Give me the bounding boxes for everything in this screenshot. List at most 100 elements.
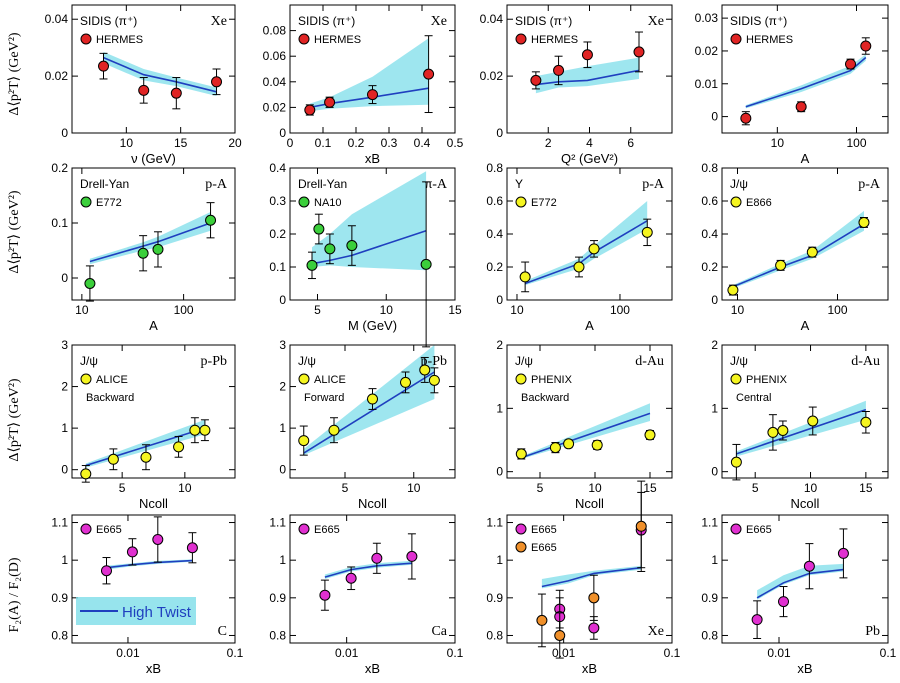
- x-tick-label: 10: [178, 481, 192, 495]
- y-tick-label: 0: [496, 465, 503, 479]
- x-axis-label: Ncoll: [575, 496, 604, 511]
- y-tick-label: 0: [61, 463, 68, 477]
- data-point: [778, 596, 790, 608]
- plot-frame: [71, 4, 236, 134]
- process-label: SIDIS (π⁺): [298, 14, 355, 28]
- y-tick-label: 0.8: [51, 628, 68, 642]
- data-point: [152, 243, 164, 255]
- x-tick-label: 5: [119, 481, 126, 495]
- y-tick-label: 0.6: [701, 194, 718, 208]
- data-point: [345, 572, 357, 584]
- data-point: [324, 243, 336, 255]
- theory-curve: [309, 87, 429, 109]
- legend-experiment: E772: [531, 197, 557, 209]
- y-tick-label: 0: [279, 293, 286, 307]
- data-point: [588, 622, 600, 634]
- panel-5: 5 10 15 0 0.1 0.2 0.3 0.4 M (GeV) Drell-Yan π-A NA1…: [269, 161, 462, 348]
- x-tick-label: 0.5: [447, 136, 464, 150]
- panel-15: 0.01 0.1 0.8 0.9 1 1.1 xB Pb E665: [701, 514, 897, 676]
- y-tick-label: 1.1: [269, 516, 286, 530]
- theory-curve: [745, 56, 867, 108]
- y-tick-label: 2: [279, 380, 286, 394]
- legend-experiment: HERMES: [96, 34, 143, 46]
- data-point: [536, 614, 548, 626]
- data-point: [588, 243, 600, 255]
- plot-frame: [721, 344, 889, 479]
- y-tick-label: 0.02: [480, 69, 504, 83]
- theory-curve: [311, 229, 427, 265]
- y-tick-label: 0.6: [486, 194, 503, 208]
- x-tick-label: 0.01: [335, 646, 359, 660]
- x-axis-label: M (GeV): [348, 318, 397, 333]
- nucleus-label: C: [218, 624, 227, 639]
- theory-band: [103, 51, 217, 96]
- panel-11: 5 10 15 0 1 2 Ncoll J/ψ d-Au PHENIX Central: [711, 338, 889, 511]
- data-point: [367, 89, 378, 101]
- y-tick-label: 0.4: [701, 227, 718, 241]
- row-ylabel-2: Δ⟨p²T⟩ (GeV²): [7, 378, 22, 461]
- theory-band: [736, 400, 866, 457]
- y-tick-label: 0: [61, 271, 68, 285]
- plot-frame: [71, 167, 236, 301]
- data-point: [549, 442, 561, 454]
- y-tick-label: 1: [496, 401, 503, 415]
- y-tick-label: 0.2: [269, 227, 286, 241]
- data-point: [530, 74, 542, 86]
- data-point: [751, 614, 763, 626]
- row-ylabel-3: F₂(A) / F₂(D): [7, 557, 22, 632]
- data-point: [554, 629, 566, 641]
- data-point: [573, 261, 585, 273]
- legend-marker: [298, 373, 310, 385]
- process-label: J/ψ: [80, 354, 98, 368]
- data-point: [581, 49, 593, 61]
- process-label: Drell-Yan: [80, 177, 129, 191]
- theory-curve: [103, 56, 217, 93]
- y-tick-label: 0.4: [269, 161, 286, 175]
- theory-band: [757, 563, 844, 600]
- data-point: [588, 592, 600, 604]
- nucleus-label: Xe: [211, 14, 227, 29]
- y-tick-label: 0.1: [51, 216, 68, 230]
- x-tick-label: 6: [627, 136, 634, 150]
- data-point: [423, 68, 435, 80]
- y-tick-label: 1: [279, 421, 286, 435]
- y-tick-label: 0.04: [480, 12, 504, 26]
- x-axis-label: Q² (GeV²): [561, 151, 618, 166]
- data-point: [400, 376, 411, 388]
- data-point: [189, 424, 201, 436]
- x-axis-label: Ncoll: [139, 496, 168, 511]
- x-tick-label: 10: [120, 136, 134, 150]
- theory-curve: [732, 223, 865, 288]
- x-tick-label: 0.1: [315, 136, 332, 150]
- y-tick-label: 0: [711, 110, 718, 124]
- x-axis-label: A: [149, 318, 158, 333]
- legend-experiment: E665: [531, 542, 557, 554]
- x-axis-label: Ncoll: [358, 496, 387, 511]
- data-point: [419, 364, 431, 376]
- data-point: [591, 439, 603, 451]
- process-label: SIDIS (π⁺): [515, 14, 572, 28]
- y-tick-label: 0.8: [269, 628, 286, 642]
- theory-curve: [85, 427, 206, 467]
- y-tick-label: 0.2: [486, 260, 503, 274]
- data-point: [644, 429, 656, 441]
- data-point: [795, 101, 807, 113]
- x-tick-label: 5: [537, 481, 544, 495]
- data-point: [107, 453, 119, 465]
- data-point: [730, 456, 742, 468]
- data-point: [140, 451, 152, 463]
- y-tick-label: 0.8: [701, 161, 718, 175]
- plot-frame: [721, 4, 889, 134]
- y-tick-label: 2: [496, 338, 503, 352]
- nucleus-label: p-A: [642, 177, 665, 192]
- legend-marker: [298, 196, 310, 208]
- data-point: [306, 259, 318, 271]
- data-point: [553, 64, 565, 76]
- data-point: [860, 40, 872, 52]
- y-tick-label: 0.8: [486, 628, 503, 642]
- data-point: [633, 46, 645, 58]
- process-label: SIDIS (π⁺): [80, 14, 137, 28]
- y-tick-label: 0: [61, 126, 68, 140]
- x-tick-label: 10: [588, 481, 602, 495]
